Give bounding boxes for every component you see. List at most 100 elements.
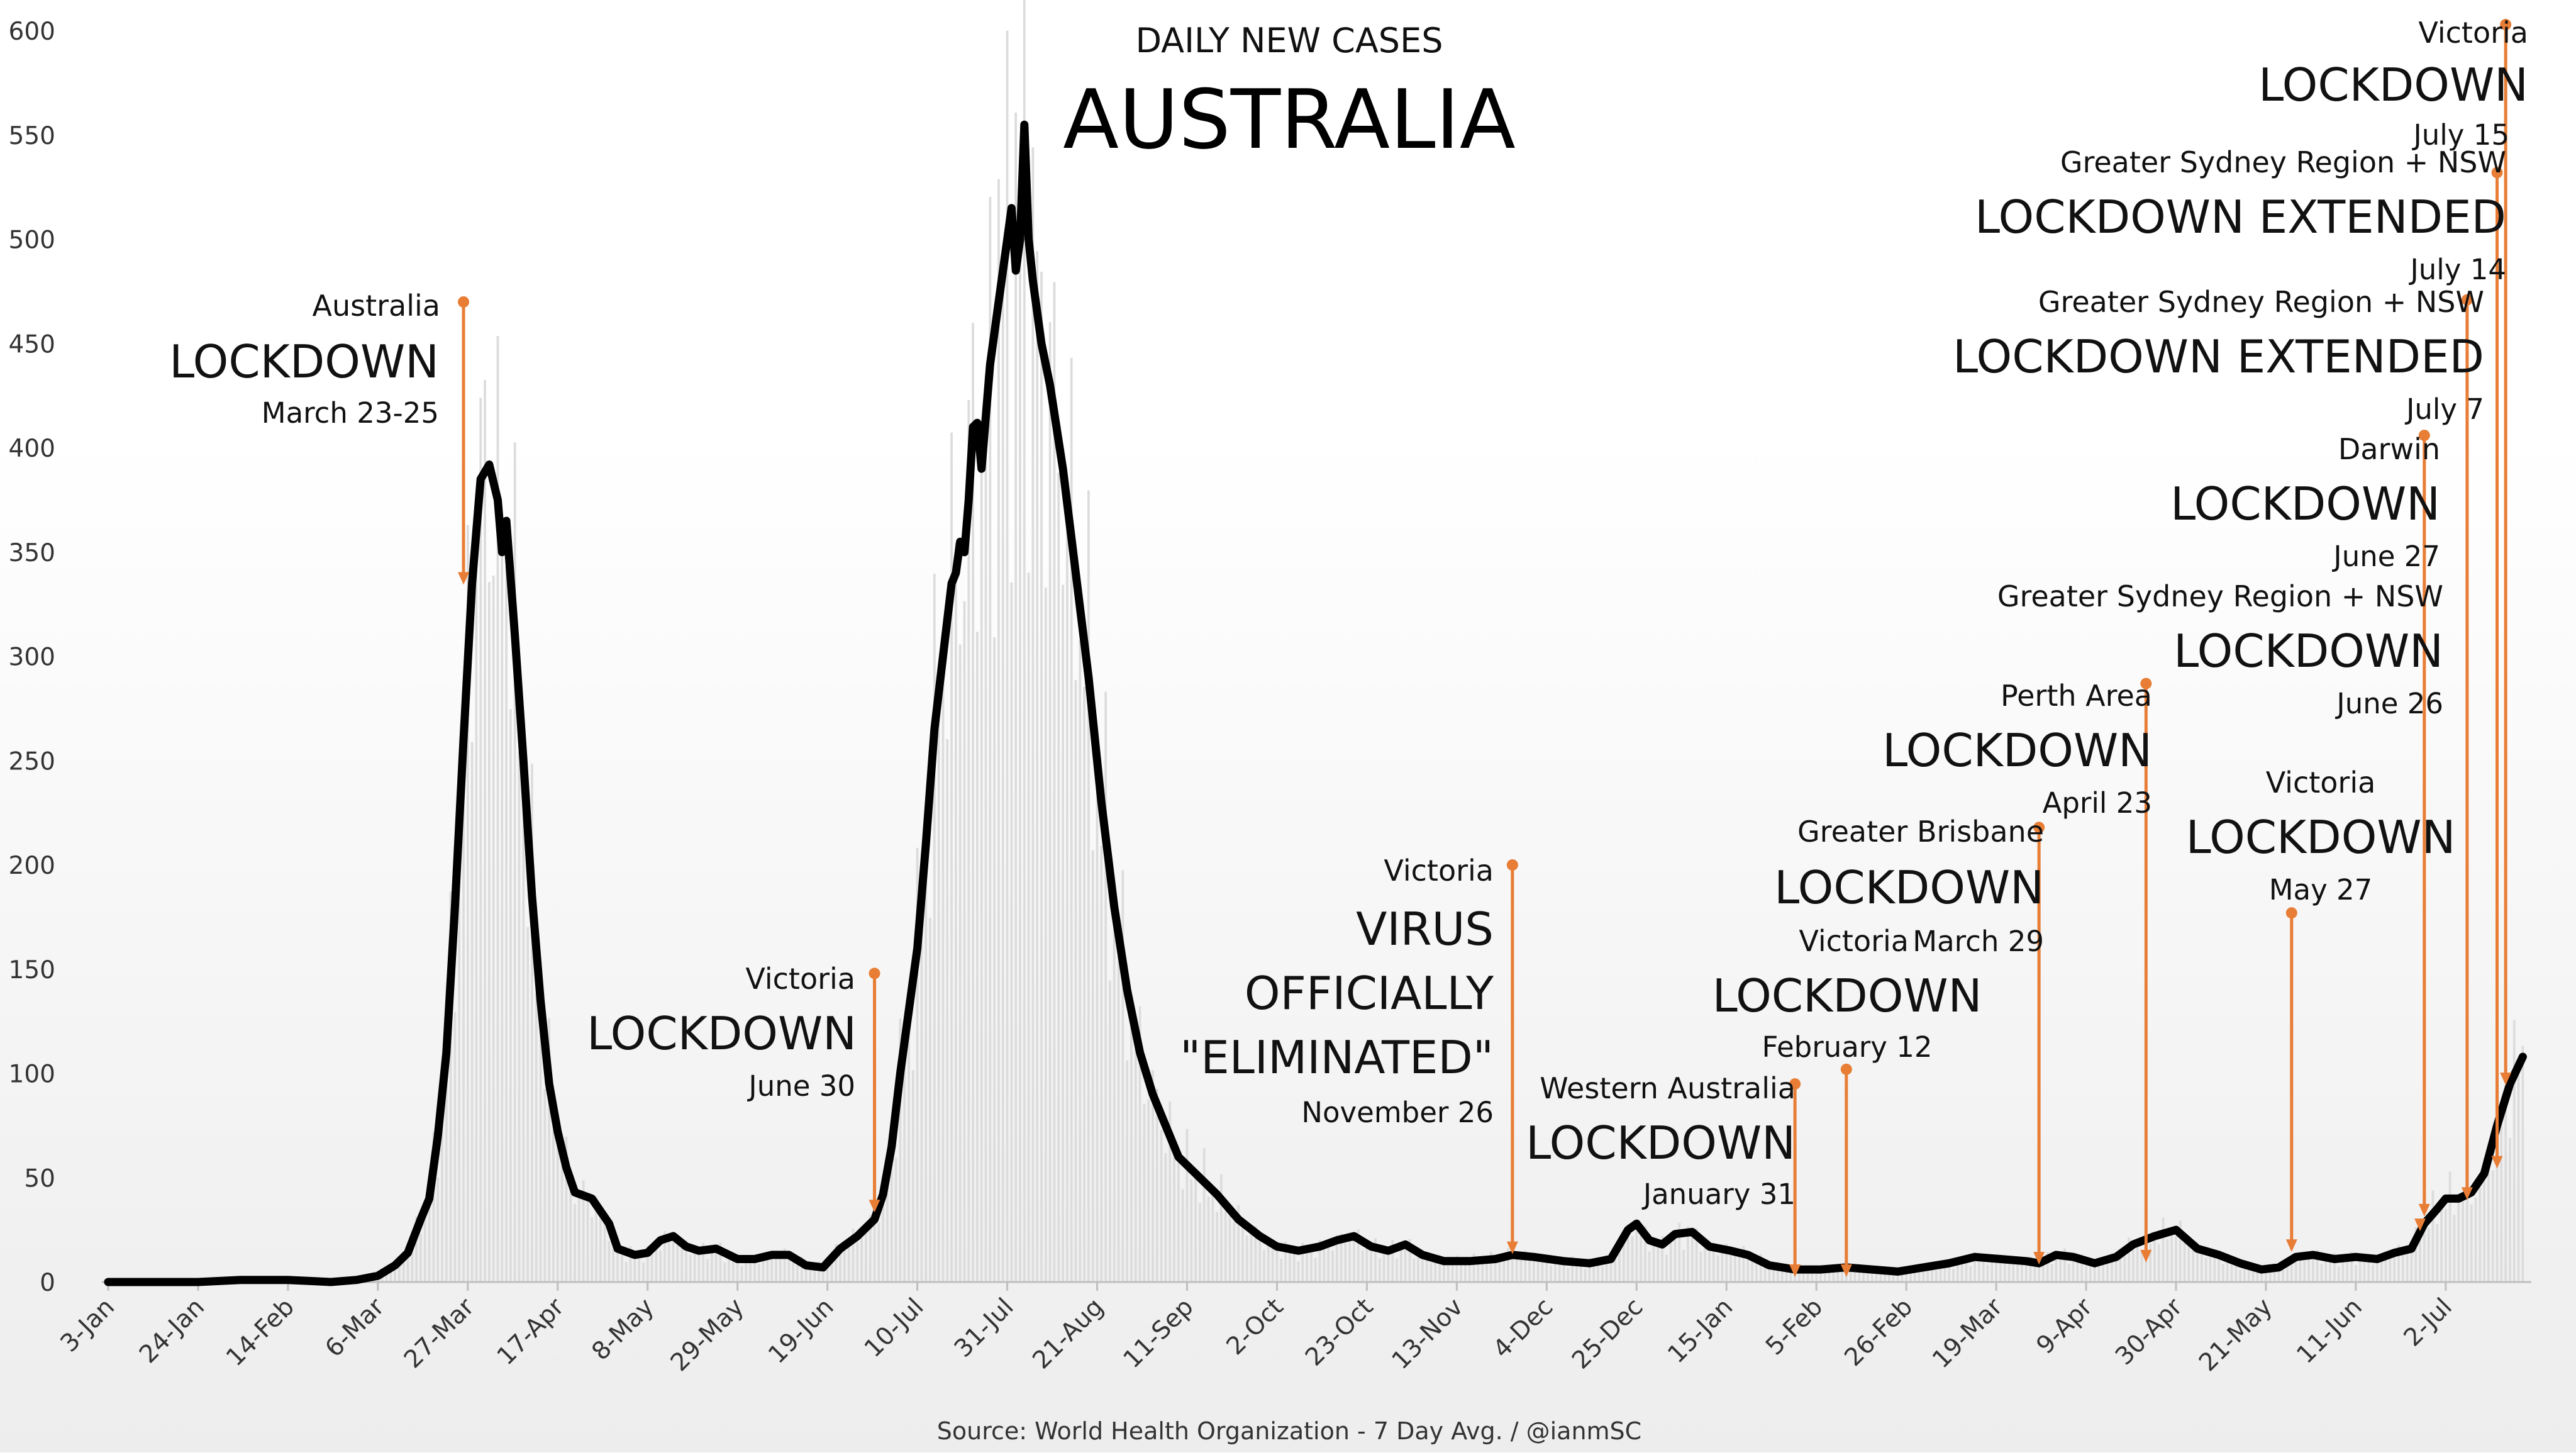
daily-bar: [1357, 1229, 1360, 1282]
annotation-10: [2418, 430, 2430, 1217]
daily-bar: [2102, 1264, 2105, 1282]
y-tick-label: 250: [9, 747, 55, 776]
daily-bar: [2097, 1259, 2101, 1282]
daily-bar: [740, 1266, 743, 1282]
annotation-arrow-head: [2140, 1249, 2152, 1263]
annotation-arrow-head: [1506, 1241, 1518, 1254]
annotation-location: Victoria: [745, 962, 855, 996]
daily-bar: [1931, 1264, 1933, 1282]
daily-bar: [2106, 1262, 2109, 1282]
x-tick-label: 5-Feb: [1760, 1293, 1828, 1361]
daily-bar: [1862, 1269, 1865, 1282]
annotation-event: LOCKDOWN: [1774, 861, 2044, 914]
annotation-dot: [2418, 430, 2430, 442]
daily-bar: [847, 1244, 850, 1282]
daily-bar: [2504, 1095, 2507, 1282]
daily-bar: [505, 567, 508, 1283]
annotation-event: LOCKDOWN: [169, 335, 439, 388]
daily-bar: [1926, 1265, 1929, 1282]
daily-bar: [2376, 1258, 2379, 1282]
daily-bar: [1631, 1236, 1634, 1282]
daily-bar: [1519, 1256, 1523, 1282]
daily-bar: [1785, 1268, 1788, 1282]
daily-bar: [1507, 1248, 1509, 1282]
x-tick-label: 14-Feb: [221, 1293, 300, 1372]
daily-bar: [1584, 1269, 1587, 1282]
daily-bar: [1374, 1238, 1377, 1282]
daily-bar: [1532, 1261, 1535, 1282]
annotation-location: Darwin: [2338, 432, 2440, 466]
daily-bar: [586, 1196, 589, 1282]
daily-bar: [980, 432, 983, 1283]
daily-bar: [1310, 1245, 1313, 1282]
daily-bar: [1477, 1264, 1480, 1282]
daily-bar: [2251, 1266, 2255, 1282]
daily-bar: [1323, 1242, 1326, 1282]
daily-bar: [663, 1231, 666, 1282]
annotation-event: LOCKDOWN: [2170, 477, 2440, 530]
daily-bar: [1618, 1250, 1621, 1282]
daily-bar: [894, 1157, 897, 1282]
daily-bar: [2470, 1204, 2473, 1282]
daily-bar: [1245, 1235, 1248, 1282]
daily-bar: [929, 917, 931, 1282]
daily-bar: [689, 1254, 692, 1282]
daily-bar: [1669, 1232, 1672, 1282]
daily-bar: [1558, 1260, 1561, 1282]
daily-bar: [775, 1259, 777, 1282]
annotation-arrow-head: [458, 572, 470, 585]
daily-bar: [1382, 1247, 1385, 1282]
x-tick-label: 17-Apr: [492, 1293, 570, 1371]
daily-bar: [779, 1256, 782, 1282]
daily-bar: [2209, 1249, 2212, 1282]
daily-bar: [693, 1250, 696, 1282]
daily-bar: [882, 1178, 885, 1282]
daily-bar: [2491, 1170, 2494, 1282]
y-tick-label: 300: [9, 644, 55, 672]
daily-bar: [745, 1257, 748, 1282]
daily-bar: [1353, 1234, 1355, 1282]
daily-bar: [2509, 1138, 2511, 1282]
daily-bar: [1622, 1230, 1625, 1282]
daily-bar: [2157, 1244, 2160, 1282]
daily-bar: [2457, 1201, 2460, 1282]
x-tick-label: 31-Jul: [949, 1293, 1019, 1363]
daily-bar: [714, 1249, 718, 1282]
daily-bar: [770, 1254, 774, 1282]
x-tick-label: 24-Jan: [134, 1293, 210, 1369]
daily-bar: [1712, 1245, 1715, 1282]
daily-bar: [436, 1177, 440, 1282]
daily-bar: [1575, 1263, 1578, 1282]
daily-bar: [1635, 1226, 1638, 1282]
daily-bar: [1019, 230, 1021, 1283]
daily-bar: [886, 1166, 889, 1282]
y-tick-label: 500: [9, 226, 55, 255]
daily-bar: [1387, 1252, 1390, 1282]
daily-bar: [809, 1266, 812, 1282]
annotation-date: March 29: [1913, 925, 2044, 958]
daily-bar: [1446, 1263, 1450, 1282]
daily-bar: [873, 1222, 876, 1282]
daily-bar: [1888, 1273, 1890, 1282]
daily-bar: [1524, 1251, 1527, 1282]
annotation-event: LOCKDOWN: [587, 1007, 857, 1060]
daily-bar: [2072, 1256, 2075, 1282]
daily-bar: [1275, 1242, 1279, 1282]
daily-bar: [1836, 1271, 1840, 1282]
annotation-date: June 30: [747, 1069, 855, 1103]
daily-bar: [890, 1144, 893, 1282]
daily-bar: [2500, 1104, 2503, 1282]
daily-bar: [1421, 1252, 1424, 1282]
y-axis: 0 50 100 150 200 250 300 350 400 450 500 550 600: [9, 18, 55, 1297]
daily-bar: [685, 1240, 687, 1282]
daily-bar: [1802, 1270, 1805, 1282]
daily-bar: [1597, 1261, 1599, 1282]
daily-bar: [2003, 1263, 2006, 1282]
daily-bar: [1494, 1263, 1497, 1282]
daily-bar: [2414, 1227, 2418, 1282]
daily-bar: [702, 1242, 705, 1282]
daily-bar: [1875, 1266, 1878, 1282]
daily-bar: [839, 1254, 841, 1282]
daily-bar: [1121, 870, 1124, 1282]
daily-bar: [385, 1271, 388, 1282]
